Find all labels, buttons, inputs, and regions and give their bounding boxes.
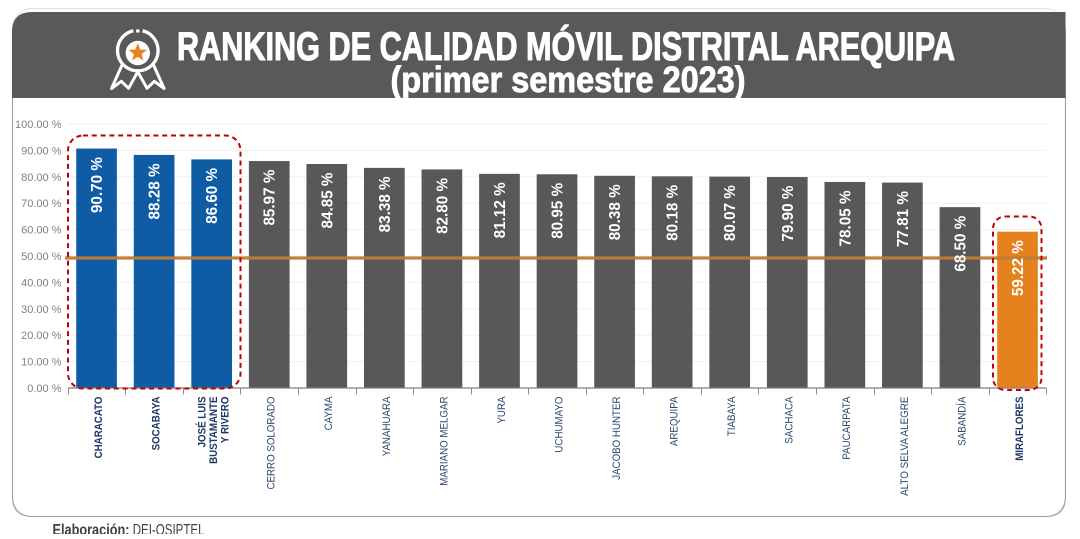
svg-text:81.12 %: 81.12 % <box>492 182 509 238</box>
svg-text:SACHACA: SACHACA <box>784 396 796 444</box>
svg-text:YANAHUARA: YANAHUARA <box>381 396 393 456</box>
svg-text:PAUCARPATA: PAUCARPATA <box>841 396 853 460</box>
svg-text:80.07 %: 80.07 % <box>722 185 739 241</box>
svg-text:100.00 %: 100.00 % <box>15 119 62 131</box>
svg-text:80.00 %: 80.00 % <box>21 172 62 184</box>
svg-text:MARIANO MELGAR: MARIANO MELGAR <box>438 396 450 485</box>
svg-text:84.85 %: 84.85 % <box>319 173 336 229</box>
svg-text:20.00 %: 20.00 % <box>21 330 62 342</box>
svg-text:10.00 %: 10.00 % <box>21 357 62 369</box>
svg-text:Y RIVERO: Y RIVERO <box>220 396 232 443</box>
svg-text:Elaboración: DEI-OSIPTEL: Elaboración: DEI-OSIPTEL <box>53 522 205 534</box>
svg-text:85.97 %: 85.97 % <box>262 170 279 226</box>
svg-text:TIABAYA: TIABAYA <box>726 396 738 436</box>
svg-text:SOCABAYA: SOCABAYA <box>151 396 163 450</box>
svg-text:0.00 %: 0.00 % <box>27 383 61 395</box>
svg-text:86.60 %: 86.60 % <box>204 168 221 224</box>
svg-text:JOSÉ LUIS: JOSÉ LUIS <box>196 397 209 448</box>
svg-text:JACOBO HUNTER: JACOBO HUNTER <box>611 396 623 479</box>
svg-text:70.00 %: 70.00 % <box>21 198 62 210</box>
svg-text:79.90 %: 79.90 % <box>780 186 797 242</box>
svg-text:80.95 %: 80.95 % <box>550 183 567 239</box>
svg-text:ALTO SELVA ALEGRE: ALTO SELVA ALEGRE <box>899 397 911 496</box>
svg-text:SABANDÍA: SABANDÍA <box>955 396 968 446</box>
svg-text:68.50 %: 68.50 % <box>952 216 969 272</box>
svg-text:59.22 %: 59.22 % <box>1010 240 1027 296</box>
svg-text:YURA: YURA <box>496 396 508 424</box>
svg-text:CAYMA: CAYMA <box>323 396 335 430</box>
svg-text:90.70 %: 90.70 % <box>89 157 106 213</box>
svg-text:77.81 %: 77.81 % <box>895 191 912 247</box>
svg-text:80.38 %: 80.38 % <box>607 184 624 240</box>
svg-text:50.00 %: 50.00 % <box>21 251 62 263</box>
svg-text:CHARACATO: CHARACATO <box>93 396 105 458</box>
svg-text:82.80 %: 82.80 % <box>434 178 451 234</box>
svg-text:BUSTAMANTE: BUSTAMANTE <box>208 397 220 464</box>
svg-text:AREQUIPA: AREQUIPA <box>669 396 681 446</box>
svg-text:RANKING DE CALIDAD MÓVIL DISTR: RANKING DE CALIDAD MÓVIL DISTRITAL AREQU… <box>177 23 955 69</box>
svg-text:MIRAFLORES: MIRAFLORES <box>1014 397 1026 461</box>
svg-text:80.18 %: 80.18 % <box>665 185 682 241</box>
svg-text:CERRO SOLORADO: CERRO SOLORADO <box>266 396 278 489</box>
svg-text:83.38 %: 83.38 % <box>377 176 394 232</box>
svg-text:30.00 %: 30.00 % <box>21 304 62 316</box>
svg-text:78.05 %: 78.05 % <box>837 190 854 246</box>
svg-text:(primer semestre 2023): (primer semestre 2023) <box>391 59 746 100</box>
svg-text:88.28 %: 88.28 % <box>147 163 164 219</box>
svg-text:UCHUMAYO: UCHUMAYO <box>553 396 565 452</box>
svg-text:40.00 %: 40.00 % <box>21 277 62 289</box>
svg-text:60.00 %: 60.00 % <box>21 225 62 237</box>
svg-text:90.00 %: 90.00 % <box>21 145 62 157</box>
